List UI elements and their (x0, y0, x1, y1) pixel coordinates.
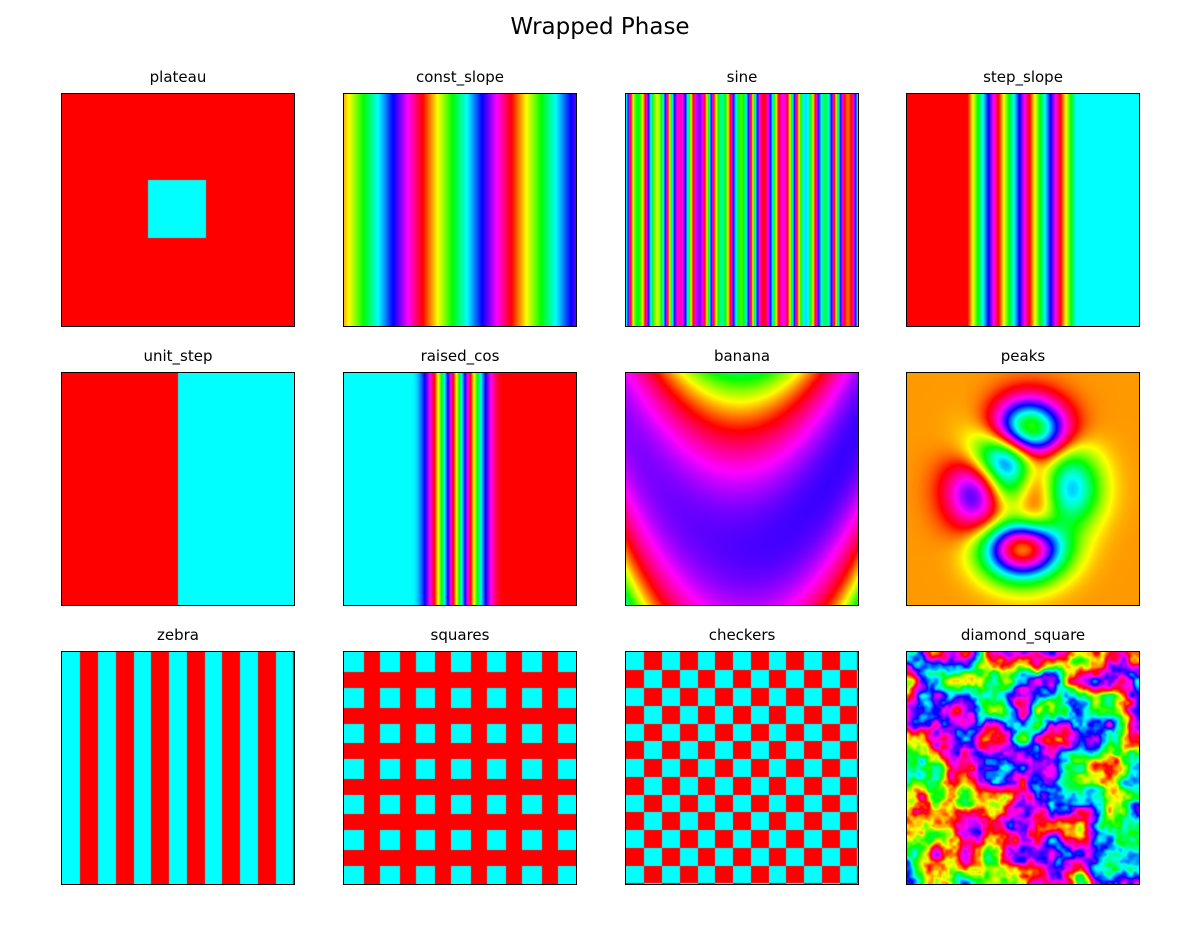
heatmap-image (625, 651, 859, 885)
panel-title: raised_cos (420, 347, 500, 365)
panel-title: checkers (708, 626, 776, 644)
panel-title: unit_step (143, 347, 213, 365)
panel-title: plateau (149, 68, 207, 86)
heatmap-image (906, 372, 1140, 606)
heatmap-image (61, 651, 295, 885)
panel-title: squares (430, 626, 490, 644)
heatmap-image (906, 651, 1140, 885)
heatmap-image (61, 372, 295, 606)
panel-title: peaks (1000, 347, 1046, 365)
heatmap-image (343, 651, 577, 885)
heatmap-image (625, 372, 859, 606)
panel-title: sine (726, 68, 758, 86)
heatmap-image (343, 93, 577, 327)
panel-title: step_slope (983, 68, 1063, 86)
heatmap-image (906, 93, 1140, 327)
panel-title: diamond_square (960, 626, 1086, 644)
panel-title: zebra (157, 626, 199, 644)
panel-title: banana (713, 347, 771, 365)
heatmap-image (625, 93, 859, 327)
panel-title: const_slope (415, 68, 505, 86)
heatmap-image (343, 372, 577, 606)
heatmap-image (61, 93, 295, 327)
figure-title: Wrapped Phase (510, 14, 690, 40)
